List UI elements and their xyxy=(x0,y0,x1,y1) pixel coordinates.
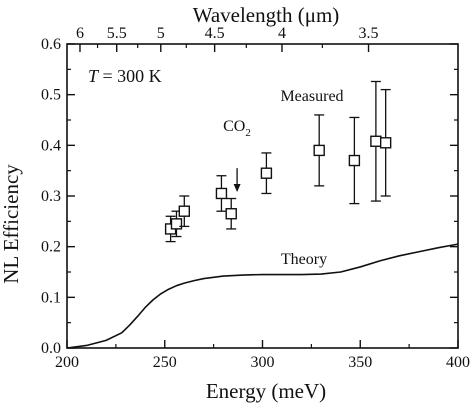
y-tick-label: 0.3 xyxy=(41,188,61,205)
top-tick-label: 4 xyxy=(278,25,286,42)
x-tick-label: 250 xyxy=(153,354,177,371)
co2-label: CO2 xyxy=(223,118,251,139)
data-point-square xyxy=(379,137,392,149)
x-tick-label: 300 xyxy=(251,354,275,371)
axes: 200 250 300 350 400 0.0 0.1 0.2 0.3 0.4 0.5 0.6 6 5.5… xyxy=(41,25,470,371)
co2-label-main: CO xyxy=(223,118,245,135)
data-point-square xyxy=(178,205,191,217)
data-point-square xyxy=(348,154,361,167)
theory-line xyxy=(66,243,459,349)
y-tick-label: 0.6 xyxy=(41,36,61,53)
measured-series xyxy=(164,80,392,243)
top-tick-label: 5.5 xyxy=(107,25,127,42)
theory-label: Theory xyxy=(281,251,327,268)
theory-series xyxy=(66,243,459,349)
top-tick-label: 5 xyxy=(157,25,165,42)
co2-label-subscript: 2 xyxy=(245,127,251,139)
top-tick-label: 3.5 xyxy=(359,25,379,42)
y-tick-label: 0.0 xyxy=(41,340,61,357)
temperature-symbol: T xyxy=(88,66,100,86)
data-point-square xyxy=(260,167,273,179)
annotations: T = 300 K xyxy=(88,66,241,192)
top-tick-label: 6 xyxy=(76,25,84,42)
top-tick-label: 4.5 xyxy=(205,25,225,42)
temperature-value: = 300 K xyxy=(98,66,162,86)
y-tick-label: 0.2 xyxy=(41,239,61,256)
measured-label: Measured xyxy=(280,88,343,105)
data-point-square xyxy=(370,135,382,147)
x-tick-label: 400 xyxy=(446,354,470,371)
x-tick-label: 350 xyxy=(348,354,372,371)
temperature-label: T = 300 K xyxy=(88,66,162,86)
co2-arrow-head xyxy=(233,183,241,192)
data-point-square xyxy=(225,208,237,220)
plot-frame xyxy=(66,43,459,349)
data-point-square xyxy=(215,187,228,200)
top-axis-title: Wavelength (μm) xyxy=(193,3,340,27)
x-axis-title: Energy (meV) xyxy=(206,379,326,403)
y-axis-title: NL Efficiency xyxy=(0,164,23,284)
y-tick-label: 0.5 xyxy=(41,87,61,104)
y-tick-label: 0.4 xyxy=(41,137,61,154)
data-point-square xyxy=(170,218,183,230)
data-point-square xyxy=(313,144,325,157)
y-tick-label: 0.1 xyxy=(41,289,61,306)
x-tick-label: 200 xyxy=(55,354,79,371)
